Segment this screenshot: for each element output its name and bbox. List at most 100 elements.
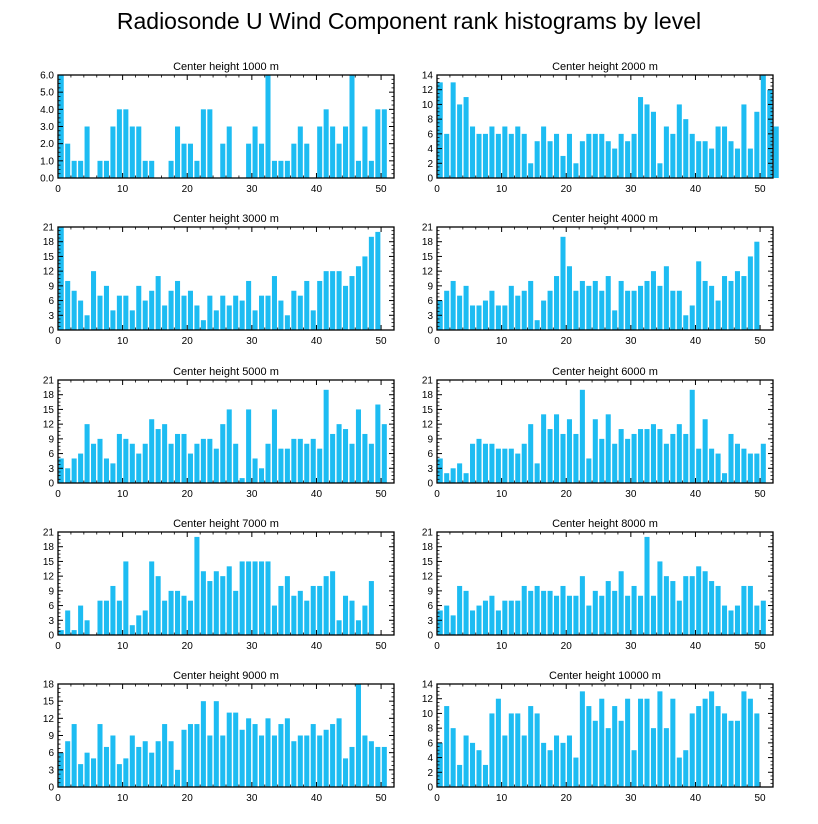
bar — [187, 143, 193, 178]
y-tick-label: 18 — [43, 542, 55, 553]
bar — [605, 728, 611, 787]
bar — [528, 280, 534, 330]
bar — [116, 433, 122, 483]
bar — [670, 698, 676, 787]
bar — [534, 585, 540, 635]
x-tick-label: 50 — [376, 184, 388, 195]
bar — [631, 433, 637, 483]
y-tick-label: 21 — [422, 223, 434, 234]
y-tick-label: 0 — [48, 326, 54, 337]
y-tick-label: 21 — [43, 528, 55, 539]
bar — [437, 458, 443, 483]
y-tick-label: 12 — [422, 85, 434, 96]
bar — [663, 576, 669, 635]
panel-10: Center height 10000 m 0 10 20 30 40 50 0 2 4 6 8 10 1… — [422, 670, 774, 804]
y-tick-label: 8 — [427, 115, 433, 126]
bar — [129, 443, 135, 483]
y-tick-label: 3 — [48, 765, 54, 776]
bar — [310, 724, 316, 787]
bar — [515, 600, 521, 635]
y-tick-label: 21 — [422, 376, 434, 387]
bar — [573, 595, 579, 635]
x-tick-label: 50 — [376, 641, 388, 652]
bar — [336, 620, 342, 635]
bar — [482, 600, 488, 635]
bar — [65, 468, 71, 483]
bar — [734, 148, 740, 178]
bar — [650, 595, 656, 635]
bar — [683, 576, 689, 635]
bar — [618, 720, 624, 787]
bar — [566, 266, 572, 330]
x-tick-label: 0 — [434, 793, 440, 804]
bar — [605, 141, 611, 178]
y-tick-label: 6 — [427, 601, 433, 612]
bar — [220, 424, 226, 483]
bar — [304, 443, 310, 483]
bar — [502, 735, 508, 787]
bar — [463, 97, 469, 178]
x-tick-label: 20 — [561, 641, 573, 652]
y-tick-label: 21 — [422, 528, 434, 539]
bar — [136, 285, 142, 330]
y-tick-label: 6 — [427, 449, 433, 460]
bar — [625, 438, 631, 483]
bar — [349, 75, 355, 178]
bar — [482, 300, 488, 330]
bar — [670, 133, 676, 178]
bar — [476, 750, 482, 787]
bar — [368, 443, 374, 483]
y-tick-label: 6 — [427, 738, 433, 749]
bar — [489, 290, 495, 330]
bar — [547, 590, 553, 635]
bar — [362, 433, 368, 483]
y-tick-label: 6 — [48, 748, 54, 759]
bar — [470, 443, 476, 483]
bar — [528, 706, 534, 787]
bar — [657, 429, 663, 483]
x-tick-label: 10 — [117, 489, 129, 500]
x-tick-label: 50 — [376, 793, 388, 804]
bar — [355, 684, 361, 787]
bar — [194, 305, 200, 330]
bar — [560, 155, 566, 178]
bar — [78, 300, 84, 330]
y-tick-label: 15 — [43, 405, 55, 416]
x-tick-label: 10 — [496, 641, 508, 652]
x-tick-label: 20 — [182, 184, 194, 195]
y-tick-label: 3 — [427, 616, 433, 627]
y-tick-label: 9 — [427, 586, 433, 597]
bar — [330, 724, 336, 787]
bar — [252, 310, 258, 330]
bar — [284, 576, 290, 635]
bar — [317, 585, 323, 635]
bar — [599, 595, 605, 635]
panel-2: Center height 2000 m 0 10 20 30 40 50 0 2 4 6 8 10 12… — [422, 61, 779, 195]
bar — [754, 111, 760, 178]
x-tick-label: 40 — [311, 336, 323, 347]
y-tick-label: 2.0 — [40, 139, 54, 150]
x-tick-label: 40 — [690, 641, 702, 652]
bar — [129, 126, 135, 178]
bar — [368, 236, 374, 330]
bar — [670, 433, 676, 483]
bar — [336, 718, 342, 787]
bar — [663, 126, 669, 178]
bar — [123, 109, 129, 178]
y-tick-label: 3 — [48, 464, 54, 475]
bar — [689, 133, 695, 178]
bar — [747, 453, 753, 483]
bar — [343, 126, 349, 178]
bar — [709, 285, 715, 330]
bar — [618, 133, 624, 178]
x-tick-label: 10 — [496, 336, 508, 347]
bar — [463, 735, 469, 787]
bar — [715, 453, 721, 483]
y-tick-label: 2 — [427, 768, 433, 779]
y-tick-label: 9 — [427, 281, 433, 292]
y-tick-label: 3 — [48, 616, 54, 627]
bar — [278, 448, 284, 483]
x-tick-label: 10 — [117, 793, 129, 804]
bar — [310, 438, 316, 483]
